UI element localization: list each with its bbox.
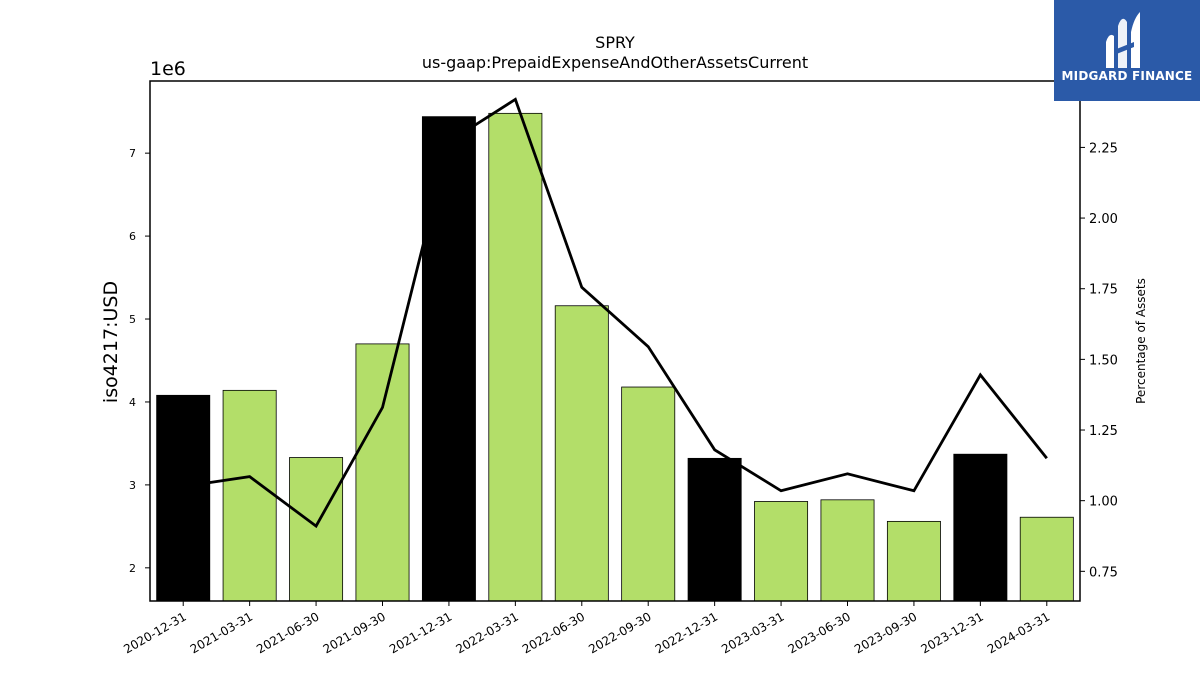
bar-2020-12-31 xyxy=(156,394,211,602)
x-tick-label: 2022-06-30 xyxy=(520,609,587,656)
logo-text: MIDGARD FINANCE xyxy=(1061,69,1193,83)
x-tick-label: 2020-12-31 xyxy=(121,609,188,656)
y2-tick-label: 1.50 xyxy=(1089,353,1118,368)
bar-2023-12-31 xyxy=(953,453,1008,602)
x-tick-label: 2022-03-31 xyxy=(453,609,520,656)
y-tick-label: 3 xyxy=(129,479,136,492)
y-tick-label: 4 xyxy=(129,396,136,409)
bar-2021-09-30 xyxy=(355,343,410,602)
bar-2022-12-31 xyxy=(687,457,742,602)
bar-2022-03-31 xyxy=(488,112,543,602)
y-axis-label: iso4217:USD xyxy=(100,281,122,403)
bar-2022-06-30 xyxy=(554,305,609,602)
y-tick-label: 6 xyxy=(129,230,136,243)
y2-tick-label: 0.75 xyxy=(1089,565,1118,580)
bar-2023-09-30 xyxy=(886,520,941,602)
y2-tick-label: 2.00 xyxy=(1089,212,1118,227)
x-tick-label: 2023-12-31 xyxy=(918,609,985,656)
bar-2021-06-30 xyxy=(289,457,344,602)
x-tick-label: 2021-06-30 xyxy=(254,609,321,656)
x-tick-label: 2023-09-30 xyxy=(852,609,919,656)
x-tick-label: 2023-03-31 xyxy=(719,609,786,656)
y-offset-label: 1e6 xyxy=(150,58,186,80)
x-tick-label: 2024-03-31 xyxy=(985,609,1052,656)
bar-2022-09-30 xyxy=(621,386,676,602)
bar-2024-03-31 xyxy=(1019,516,1074,602)
y2-tick-label: 1.75 xyxy=(1089,283,1118,298)
bar-2021-12-31 xyxy=(421,116,476,602)
percentage-line xyxy=(183,97,1048,529)
bar-2021-03-31 xyxy=(222,389,277,602)
line-layer xyxy=(183,97,1048,529)
x-tick-label: 2021-12-31 xyxy=(387,609,454,656)
bars-layer xyxy=(156,112,1074,602)
bar-2023-03-31 xyxy=(754,501,809,602)
x-tick-label: 2022-09-30 xyxy=(586,609,653,656)
y-tick-label: 2 xyxy=(129,562,136,575)
plot-frame xyxy=(149,80,1081,602)
y2-tick-label: 1.25 xyxy=(1089,424,1118,439)
midgard-finance-logo: MIDGARD FINANCE xyxy=(1054,0,1200,101)
x-tick-label: 2023-06-30 xyxy=(786,609,853,656)
bar-2023-06-30 xyxy=(820,499,875,602)
y2-tick-label: 1.00 xyxy=(1089,495,1118,510)
logo-mark-icon xyxy=(1106,12,1140,68)
y-tick-label: 7 xyxy=(129,147,136,160)
x-tick-label: 2021-03-31 xyxy=(188,609,255,656)
x-tick-label: 2022-12-31 xyxy=(653,609,720,656)
y2-tick-label: 2.25 xyxy=(1089,141,1118,156)
y-tick-label: 5 xyxy=(129,313,136,326)
chart-title: SPRY xyxy=(595,33,635,52)
y2-axis-label: Percentage of Assets xyxy=(1134,278,1148,404)
chart-subtitle: us-gaap:PrepaidExpenseAndOtherAssetsCurr… xyxy=(422,53,808,72)
x-tick-label: 2021-09-30 xyxy=(321,609,388,656)
